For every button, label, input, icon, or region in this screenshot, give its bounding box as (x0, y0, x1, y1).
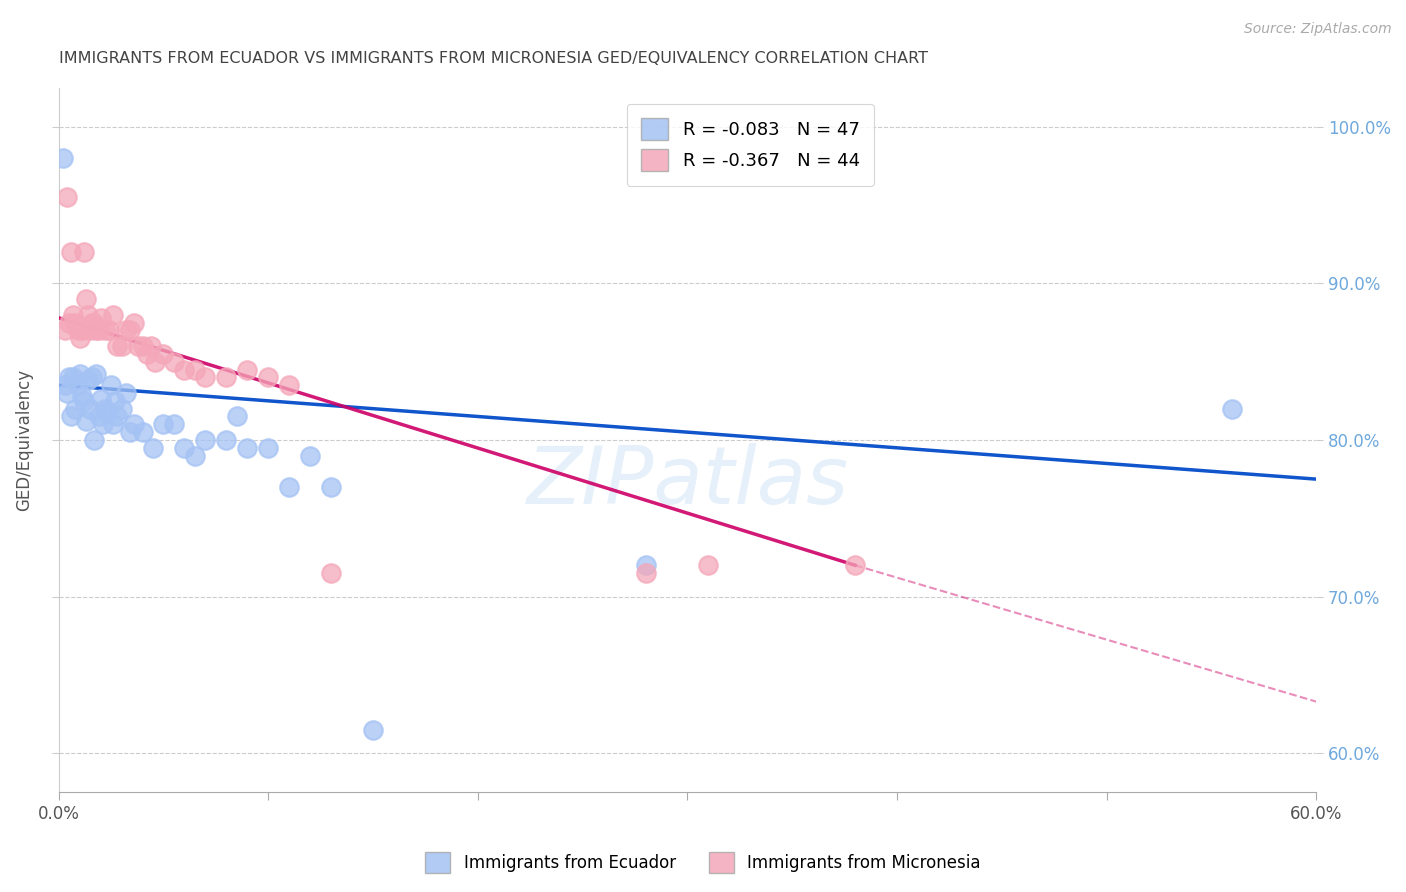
Point (105, 339, 128, 353)
Point (278, 480, 301, 494)
Point (184, 449, 207, 463)
Point (103, 308, 125, 322)
Point (90, 310, 112, 325)
Point (82, 316, 104, 330)
Point (122, 316, 145, 330)
Point (321, 566, 343, 580)
Point (65, 316, 87, 330)
Point (194, 370, 217, 384)
Point (139, 339, 162, 353)
Point (194, 433, 217, 447)
Point (73, 393, 96, 408)
Point (104, 393, 127, 408)
Point (65, 401, 87, 416)
Point (361, 723, 384, 737)
Point (75, 414, 97, 428)
Point (215, 370, 238, 384)
Point (79, 401, 101, 416)
Point (82, 370, 104, 384)
Point (184, 362, 207, 376)
Point (299, 449, 322, 463)
Legend: R = -0.083   N = 47, R = -0.367   N = 44: R = -0.083 N = 47, R = -0.367 N = 44 (627, 103, 875, 186)
Point (53, 378, 76, 392)
Point (70, 323, 93, 337)
Point (70, 389, 93, 403)
Point (844, 558, 866, 573)
Point (56, 190, 79, 204)
Point (69, 331, 91, 345)
Legend: Immigrants from Ecuador, Immigrants from Micronesia: Immigrants from Ecuador, Immigrants from… (419, 846, 987, 880)
Point (52, 151, 75, 165)
Point (173, 441, 195, 455)
Point (87, 323, 110, 337)
Point (62, 370, 84, 384)
Point (257, 370, 280, 384)
Point (98, 323, 121, 337)
Point (83, 433, 105, 447)
Point (86, 368, 108, 382)
Point (127, 339, 149, 353)
Point (114, 323, 136, 337)
Y-axis label: GED/Equivalency: GED/Equivalency (15, 369, 32, 511)
Point (73, 245, 96, 260)
Point (131, 425, 153, 439)
Point (142, 441, 165, 455)
Point (173, 362, 195, 376)
Point (77, 374, 100, 388)
Point (122, 417, 145, 432)
Point (634, 558, 657, 573)
Point (1222, 401, 1244, 416)
Point (53, 323, 76, 337)
Point (236, 362, 259, 376)
Point (96, 405, 118, 419)
Point (236, 441, 259, 455)
Text: ZIPatlas: ZIPatlas (526, 443, 848, 521)
Point (152, 347, 174, 361)
Point (69, 368, 91, 382)
Point (58, 370, 80, 384)
Point (58, 316, 80, 330)
Point (110, 339, 132, 353)
Point (225, 409, 247, 424)
Point (86, 323, 108, 337)
Text: IMMIGRANTS FROM ECUADOR VS IMMIGRANTS FROM MICRONESIA GED/EQUIVALENCY CORRELATIO: IMMIGRANTS FROM ECUADOR VS IMMIGRANTS FR… (59, 51, 928, 66)
Point (87, 409, 110, 424)
Point (79, 323, 101, 337)
Point (278, 378, 301, 392)
Point (90, 392, 112, 407)
Point (75, 292, 97, 306)
Point (257, 441, 280, 455)
Point (60, 245, 83, 260)
Point (152, 417, 174, 432)
Point (163, 417, 186, 432)
Point (60, 409, 83, 424)
Point (105, 409, 128, 424)
Point (66, 378, 89, 392)
Point (321, 480, 343, 494)
Point (131, 339, 153, 353)
Point (118, 425, 141, 439)
Point (215, 433, 238, 447)
Point (100, 378, 122, 392)
Point (77, 308, 100, 322)
Point (163, 354, 186, 368)
Point (56, 386, 79, 401)
Point (94, 401, 117, 416)
Point (135, 347, 157, 361)
Point (103, 417, 125, 432)
Point (66, 323, 89, 337)
Point (110, 401, 132, 416)
Point (697, 558, 720, 573)
Point (114, 386, 136, 401)
Point (634, 566, 657, 580)
Text: Source: ZipAtlas.com: Source: ZipAtlas.com (1244, 22, 1392, 37)
Point (62, 308, 84, 322)
Point (94, 323, 117, 337)
Point (91, 417, 114, 432)
Point (83, 316, 105, 330)
Point (143, 354, 166, 368)
Point (118, 323, 141, 337)
